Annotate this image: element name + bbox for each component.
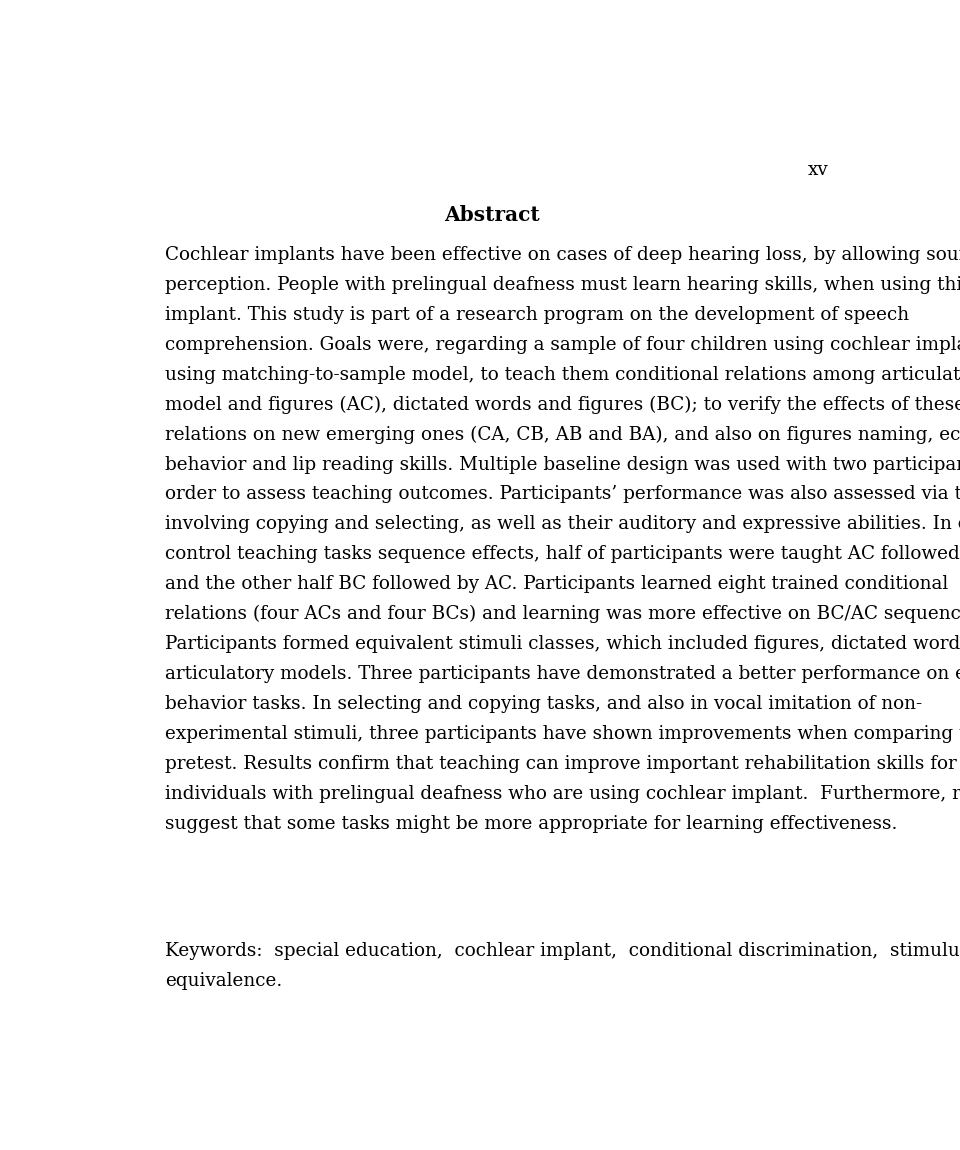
Text: suggest that some tasks might be more appropriate for learning effectiveness.: suggest that some tasks might be more ap…: [165, 814, 897, 833]
Text: experimental stimuli, three participants have shown improvements when comparing : experimental stimuli, three participants…: [165, 724, 960, 743]
Text: model and figures (AC), dictated words and figures (BC); to verify the effects o: model and figures (AC), dictated words a…: [165, 396, 960, 414]
Text: behavior tasks. In selecting and copying tasks, and also in vocal imitation of n: behavior tasks. In selecting and copying…: [165, 695, 922, 713]
Text: relations on new emerging ones (CA, CB, AB and BA), and also on figures naming, : relations on new emerging ones (CA, CB, …: [165, 426, 960, 444]
Text: equivalence.: equivalence.: [165, 972, 282, 990]
Text: behavior and lip reading skills. Multiple baseline design was used with two part: behavior and lip reading skills. Multipl…: [165, 455, 960, 474]
Text: pretest. Results confirm that teaching can improve important rehabilitation skil: pretest. Results confirm that teaching c…: [165, 754, 956, 773]
Text: perception. People with prelingual deafness must learn hearing skills, when usin: perception. People with prelingual deafn…: [165, 276, 960, 294]
Text: individuals with prelingual deafness who are using cochlear implant.  Furthermor: individuals with prelingual deafness who…: [165, 784, 960, 803]
Text: Cochlear implants have been effective on cases of deep hearing loss, by allowing: Cochlear implants have been effective on…: [165, 246, 960, 264]
Text: articulatory models. Three participants have demonstrated a better performance o: articulatory models. Three participants …: [165, 665, 960, 683]
Text: xv: xv: [807, 161, 828, 179]
Text: Participants formed equivalent stimuli classes, which included figures, dictated: Participants formed equivalent stimuli c…: [165, 635, 960, 653]
Text: implant. This study is part of a research program on the development of speech: implant. This study is part of a researc…: [165, 306, 909, 324]
Text: order to assess teaching outcomes. Participants’ performance was also assessed v: order to assess teaching outcomes. Parti…: [165, 485, 960, 504]
Text: and the other half BC followed by AC. Participants learned eight trained conditi: and the other half BC followed by AC. Pa…: [165, 575, 948, 593]
Text: using matching-to-sample model, to teach them conditional relations among articu: using matching-to-sample model, to teach…: [165, 366, 960, 384]
Text: comprehension. Goals were, regarding a sample of four children using cochlear im: comprehension. Goals were, regarding a s…: [165, 336, 960, 354]
Text: Keywords:  special education,  cochlear implant,  conditional discrimination,  s: Keywords: special education, cochlear im…: [165, 942, 960, 960]
Text: involving copying and selecting, as well as their auditory and expressive abilit: involving copying and selecting, as well…: [165, 515, 960, 534]
Text: relations (four ACs and four BCs) and learning was more effective on BC/AC seque: relations (four ACs and four BCs) and le…: [165, 605, 960, 623]
Text: Abstract: Abstract: [444, 206, 540, 225]
Text: control teaching tasks sequence effects, half of participants were taught AC fol: control teaching tasks sequence effects,…: [165, 545, 960, 564]
